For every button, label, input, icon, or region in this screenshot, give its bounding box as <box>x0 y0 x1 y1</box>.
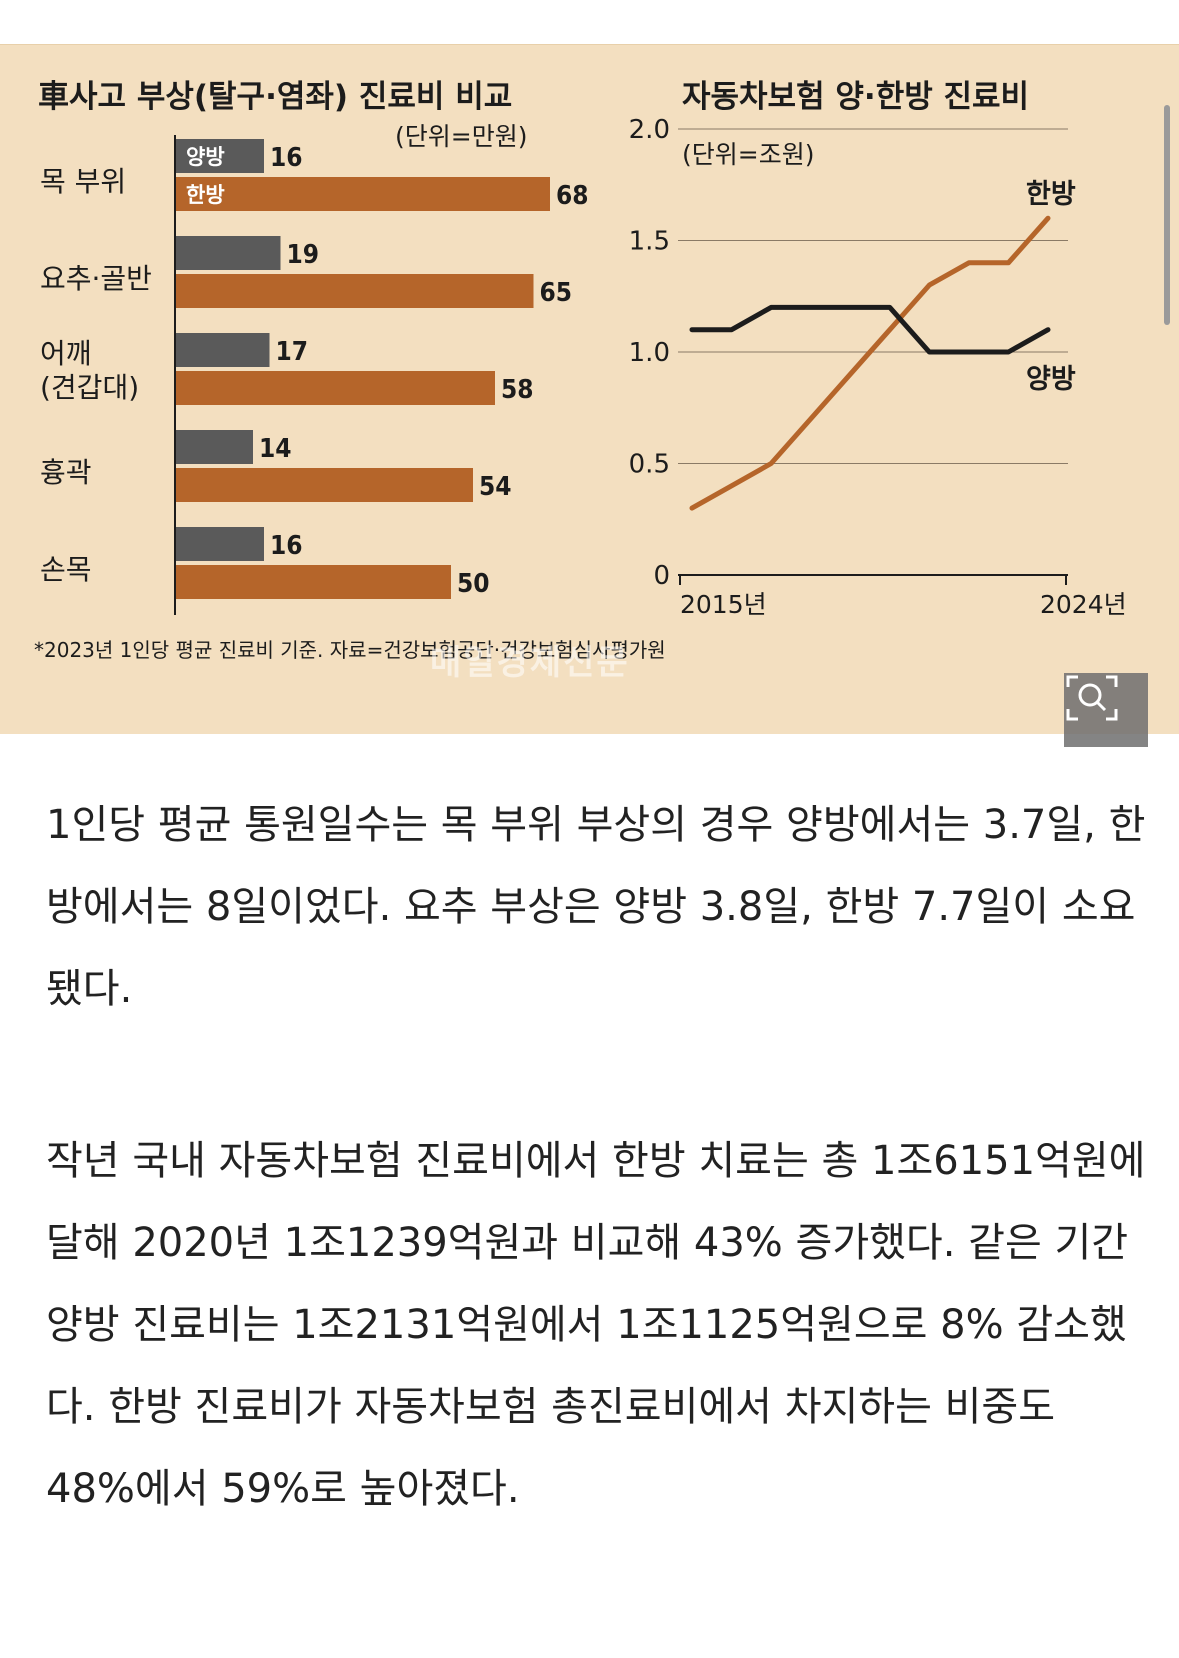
y-tick-label: 0 <box>653 561 670 591</box>
line-chart-title: 자동차보험 양·한방 진료비 <box>682 79 1029 115</box>
infographic-charts: 車사고 부상(탈구·염좌) 진료비 비교 (단위=만원) 목 부위1668양방한… <box>34 79 1127 662</box>
y-tick-label: 2.0 <box>629 115 670 145</box>
bar-western <box>176 527 264 561</box>
bar-korean <box>176 371 495 405</box>
series-label-western: 양방 <box>1026 364 1076 395</box>
bar-western <box>176 430 253 464</box>
bar-value-label: 54 <box>479 472 512 502</box>
y-tick-label: 1.5 <box>629 227 670 257</box>
bar-chart-title: 車사고 부상(탈구·염좌) 진료비 비교 <box>38 79 512 115</box>
bar-korean <box>176 274 534 308</box>
x-end-label: 2024년 <box>1040 590 1127 619</box>
category-label: 어깨 <box>40 337 92 370</box>
legend-label-korean: 한방 <box>186 183 225 207</box>
bar-value-label: 17 <box>276 337 309 367</box>
article-paragraph-2: 작년 국내 자동차보험 진료비에서 한방 치료는 총 1조6151억원에 달해 … <box>46 1138 1146 1512</box>
zoom-button[interactable] <box>1064 673 1148 747</box>
bar-western <box>176 139 264 173</box>
line-chart-series <box>689 215 1051 511</box>
category-label: 목 부위 <box>40 165 126 198</box>
bar-value-label: 16 <box>270 531 303 561</box>
category-label: (견갑대) <box>40 371 139 404</box>
series-label-korean: 한방 <box>1026 179 1076 210</box>
bar-value-label: 65 <box>540 278 573 308</box>
bar-korean <box>176 177 550 211</box>
bar-value-label: 58 <box>501 375 534 405</box>
bar-value-label: 68 <box>556 181 589 211</box>
bar-value-label: 19 <box>287 240 320 270</box>
bar-value-label: 14 <box>259 434 292 464</box>
legend-label-western: 양방 <box>186 145 225 169</box>
bar-chart-unit: (단위=만원) <box>395 122 527 151</box>
x-start-label: 2015년 <box>680 590 767 619</box>
magnifier-expand-icon <box>1066 675 1118 721</box>
article-paragraph-1: 1인당 평균 통원일수는 목 부위 부상의 경우 양방에서는 3.7일, 한방에… <box>46 802 1146 1012</box>
image-scrollbar[interactable] <box>1164 105 1170 325</box>
series-line-korean <box>689 215 1051 511</box>
footnote: *2023년 1인당 평균 진료비 기준. 자료=건강보험공단·건강보험심사평가… <box>34 638 666 662</box>
bar-western <box>176 236 281 270</box>
y-tick-label: 0.5 <box>629 450 670 480</box>
y-tick-label: 1.0 <box>629 338 670 368</box>
bar-korean <box>176 468 473 502</box>
infographic: 車사고 부상(탈구·염좌) 진료비 비교 (단위=만원) 목 부위 16 68 양방 한… <box>0 44 1179 747</box>
bar-western <box>176 333 270 367</box>
bar-value-label: 16 <box>270 143 303 173</box>
series-line-western <box>689 304 1051 355</box>
watermark-text: 매일경제신문 <box>430 643 630 683</box>
bar-value-label: 50 <box>457 569 490 599</box>
category-label: 흉곽 <box>40 456 92 489</box>
line-chart-unit: (단위=조원) <box>682 140 814 169</box>
bar-korean <box>176 565 451 599</box>
category-label: 손목 <box>40 553 92 586</box>
category-label: 요추·골반 <box>40 262 152 295</box>
